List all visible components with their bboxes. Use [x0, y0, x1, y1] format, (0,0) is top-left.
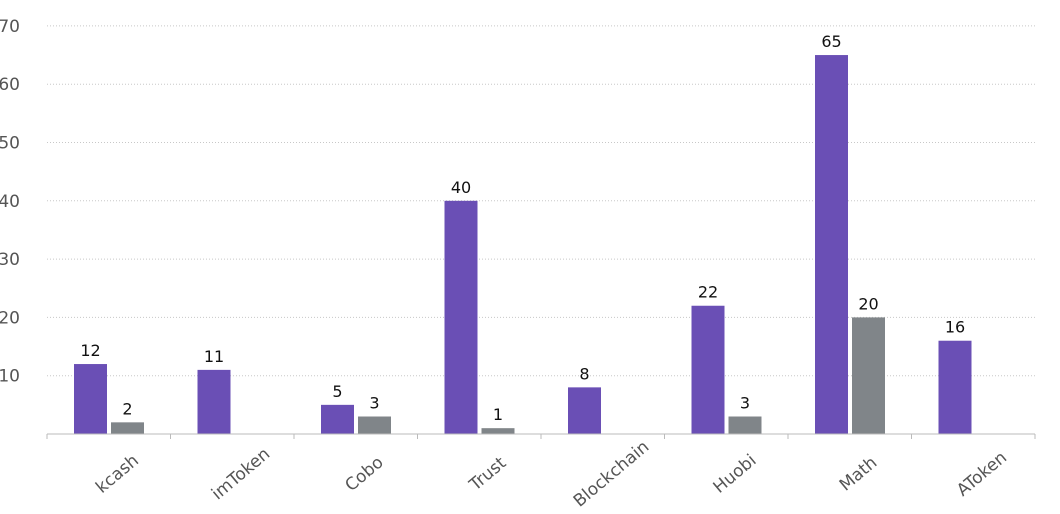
- y-tick-label: 50: [0, 134, 20, 154]
- bar: [444, 200, 478, 434]
- y-tick-label: 70: [0, 17, 20, 37]
- bars: [74, 55, 972, 435]
- data-label: 20: [858, 294, 878, 313]
- bar: [197, 369, 231, 434]
- bar: [358, 416, 391, 434]
- data-label: 2: [122, 399, 132, 418]
- data-label: 65: [821, 32, 841, 51]
- bar: [321, 404, 354, 434]
- x-axis: kcash imToken Cobo Trust Blockchain Huobi Math…: [46, 433, 1036, 511]
- data-label: 22: [698, 283, 718, 302]
- bar: [481, 428, 515, 434]
- x-tick-label: Trust: [465, 453, 510, 496]
- x-tick-label: kcash: [92, 451, 143, 498]
- data-label: 3: [740, 394, 750, 413]
- bar: [815, 55, 848, 435]
- data-label: 8: [579, 364, 589, 383]
- y-axis-ticks: 10 20 30 40 50 60 70: [0, 17, 20, 387]
- bar: [74, 364, 107, 434]
- x-tick-label: Huobi: [710, 451, 761, 498]
- y-tick-label: 20: [0, 308, 20, 328]
- bar: [691, 305, 725, 434]
- x-tick-label: Cobo: [341, 453, 387, 496]
- y-tick-label: 40: [0, 192, 20, 212]
- y-tick-label: 10: [0, 367, 20, 387]
- bar: [111, 422, 144, 434]
- data-label: 40: [451, 178, 471, 197]
- bar: [938, 340, 972, 434]
- data-label: 12: [80, 341, 100, 360]
- bar: [568, 387, 601, 434]
- data-label: 5: [332, 382, 342, 401]
- grid-lines: [47, 25, 1035, 377]
- x-tick-label: Math: [836, 453, 881, 496]
- data-label: 1: [493, 405, 503, 424]
- bar: [852, 317, 885, 434]
- bar: [728, 416, 762, 434]
- x-tick-label: AToken: [953, 448, 1011, 501]
- data-label: 3: [369, 394, 379, 413]
- x-tick-label: Blockchain: [570, 437, 653, 511]
- x-tick-label: imToken: [208, 444, 274, 504]
- y-tick-label: 30: [0, 250, 20, 270]
- data-labels: 12 2 11 5 3 40 1 8 22 3 65 20 16: [80, 32, 965, 424]
- y-tick-label: 60: [0, 75, 20, 95]
- data-label: 16: [945, 318, 965, 337]
- data-label: 11: [204, 347, 224, 366]
